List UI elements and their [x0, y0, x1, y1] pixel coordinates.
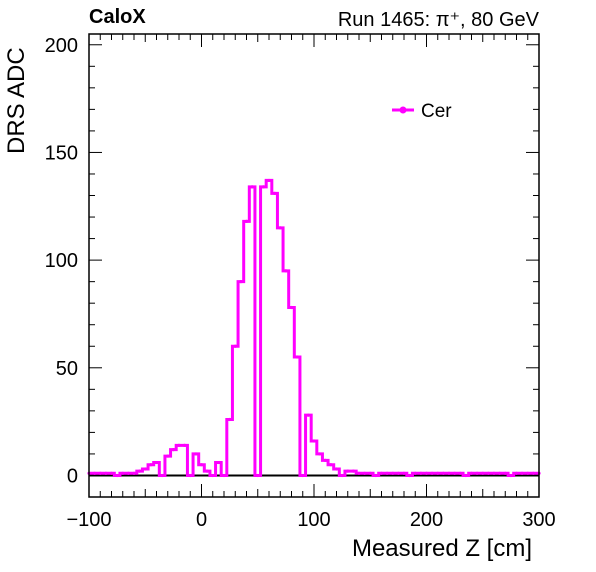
data-point [256, 473, 260, 478]
data-point [453, 471, 457, 475]
data-point [475, 471, 479, 475]
data-point [138, 469, 142, 473]
data-point [318, 452, 322, 456]
data-point [526, 471, 530, 475]
x-tick-label: 300 [522, 509, 555, 531]
data-point [132, 471, 136, 475]
data-point [363, 471, 367, 475]
legend: Cer [392, 101, 452, 122]
data-point [289, 305, 294, 310]
legend-marker [399, 106, 407, 114]
x-axis-title: Measured Z [cm] [352, 535, 532, 562]
data-point [233, 344, 237, 348]
data-point [278, 226, 282, 230]
x-tick-label: −100 [66, 509, 111, 531]
data-point [244, 219, 249, 223]
data-point [301, 473, 305, 478]
data-point [385, 471, 389, 475]
data-point [98, 471, 102, 475]
data-point [273, 191, 277, 195]
data-point [514, 471, 519, 475]
data-point [520, 471, 524, 475]
x-tick-label: 200 [410, 509, 443, 531]
data-point [379, 471, 384, 475]
data-point [261, 185, 265, 189]
data-point [408, 473, 412, 478]
data-point [419, 471, 423, 475]
data-point [284, 269, 288, 273]
data-point [188, 473, 192, 478]
data-point [402, 471, 406, 475]
data-point [357, 471, 361, 475]
data-point [334, 467, 339, 471]
data-point [312, 439, 316, 443]
data-point [143, 467, 147, 471]
data-point [104, 471, 108, 475]
run-info: Run 1465: π⁺, 80 GeV [337, 9, 539, 31]
data-point [93, 471, 97, 475]
data-point [340, 473, 344, 478]
data-point [503, 471, 507, 475]
data-point [436, 471, 440, 475]
data-point [498, 471, 502, 475]
y-tick-label: 50 [56, 358, 78, 380]
data-point [166, 454, 170, 458]
plot-frame [88, 33, 540, 498]
data-point [194, 452, 198, 456]
data-point [424, 471, 429, 475]
data-point [509, 473, 513, 478]
y-tick-label: 100 [45, 250, 78, 272]
legend-label-cer: Cer [421, 101, 452, 122]
data-point [458, 471, 462, 475]
data-point [531, 471, 535, 475]
data-point [469, 471, 474, 475]
data-point [351, 469, 355, 473]
data-point [154, 460, 159, 465]
data-point [368, 471, 372, 475]
data-point [441, 471, 445, 475]
data-point [481, 471, 485, 475]
y-tick-label: 0 [67, 465, 78, 487]
data-point [295, 355, 299, 359]
y-tick-label: 150 [45, 142, 78, 164]
series-line-cer [89, 178, 539, 477]
data-point [267, 178, 271, 183]
data-point [464, 473, 468, 478]
data-point [250, 185, 254, 189]
data-point [222, 473, 226, 478]
x-tick-label: 100 [297, 509, 330, 531]
brand-title: CaloX [89, 6, 146, 28]
data-point [171, 448, 175, 452]
data-point [177, 443, 181, 447]
data-point [216, 460, 220, 465]
data-point [430, 471, 434, 475]
data-point [374, 473, 378, 478]
data-point [447, 471, 451, 475]
data-point [211, 473, 215, 478]
data-point [115, 473, 119, 478]
x-tick-label: 0 [196, 509, 207, 531]
data-point [492, 471, 496, 475]
y-axis-title: DRS ADC [3, 47, 30, 154]
data-point [239, 280, 243, 284]
data-point [199, 463, 204, 467]
data-point [413, 471, 417, 475]
data-point [149, 463, 153, 467]
data-point [160, 473, 164, 478]
data-point [121, 471, 125, 475]
data-point [306, 413, 310, 417]
data-point [329, 463, 333, 467]
data-point [109, 471, 114, 475]
data-point [391, 471, 395, 475]
data-point [205, 469, 209, 473]
data-point [486, 471, 490, 475]
data-point [323, 458, 327, 462]
data-point [228, 417, 232, 422]
data-point [126, 471, 130, 475]
y-tick-label: 200 [45, 35, 78, 57]
data-point [183, 443, 187, 447]
data-point [396, 471, 400, 475]
data-point [346, 469, 350, 473]
